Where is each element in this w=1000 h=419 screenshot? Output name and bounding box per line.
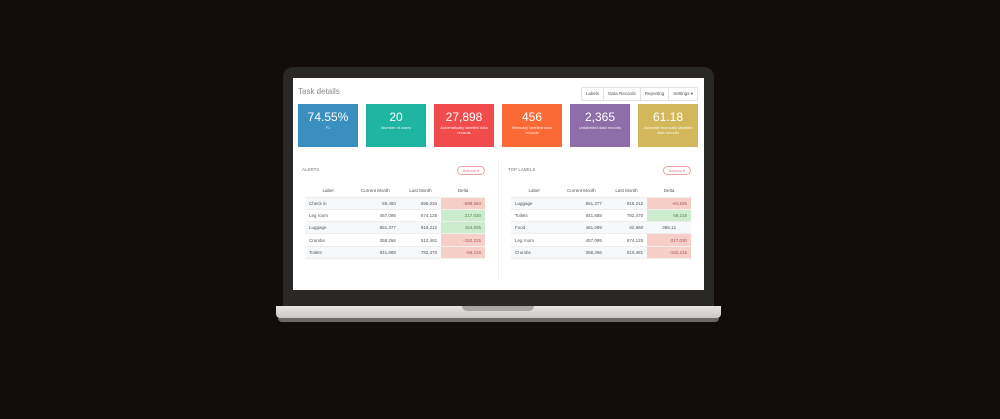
column-header[interactable]: Delta xyxy=(647,185,691,198)
stat-label: Accurate manually labelled data records xyxy=(644,125,692,135)
stat-label: F1 xyxy=(325,125,331,130)
stat-value: 74.55% xyxy=(307,110,349,124)
table-cell: -59,218 xyxy=(441,246,485,259)
alerts-panel: ALERTS Actions ▾ Label Current Month Last … xyxy=(295,160,491,259)
table-cell: 398,12 xyxy=(647,221,691,235)
table-row: Crumbs 358,266 510,481 -152,215 xyxy=(511,246,691,259)
column-header[interactable]: Last Month xyxy=(399,185,442,198)
column-header[interactable]: Label xyxy=(511,185,557,198)
table-cell: 510,481 xyxy=(399,233,442,247)
column-header[interactable]: Delta xyxy=(441,185,485,198)
table-cell: 59,450 xyxy=(350,197,400,210)
table-header: Label Current Month Last Month Delta xyxy=(511,185,691,198)
table-cell: Leg room xyxy=(305,209,351,223)
actions-button[interactable]: Actions ▾ xyxy=(456,166,485,175)
table-cell: 457,095 xyxy=(556,233,606,247)
actions-button[interactable]: Actions ▾ xyxy=(662,166,691,175)
table-cell: 916,212 xyxy=(605,197,648,210)
table-row: Luggage 851,377 916,212 164,835 xyxy=(305,221,485,235)
table-cell: Food xyxy=(511,221,557,235)
table-cell: 358,266 xyxy=(350,233,400,247)
table-cell: 658,034 xyxy=(399,197,442,210)
table-cell: 782,470 xyxy=(605,209,648,223)
table-row: Leg room 457,095 674,125 -217,030 xyxy=(511,233,691,247)
column-header[interactable]: Current Month xyxy=(556,185,606,198)
table-cell: 358,266 xyxy=(556,246,606,259)
table-cell: 457,095 xyxy=(350,209,400,223)
page-title: Task details xyxy=(298,87,340,96)
table-row: Toilets 841,688 782,470 -59,218 xyxy=(305,246,485,259)
table-cell: 841,688 xyxy=(350,246,400,259)
dashboard-screen: Task details Labels Data Records Reporti… xyxy=(293,78,704,290)
table-cell: Crumbs xyxy=(305,233,351,247)
table-cell: 510,481 xyxy=(605,246,648,259)
laptop-notch xyxy=(462,306,534,311)
table-cell: Luggage xyxy=(511,197,557,210)
divider xyxy=(498,160,499,280)
table-cell: 674,125 xyxy=(605,233,648,247)
stat-card: 456 Manually labelled data records xyxy=(502,104,562,147)
table-cell: Toilets xyxy=(511,209,557,223)
laptop-chin xyxy=(283,290,714,307)
stat-card: 74.55% F1 xyxy=(298,104,358,147)
laptop-base-shadow xyxy=(278,318,719,322)
stat-label: Unlabelled data records xyxy=(578,125,622,130)
panel-title: TOP LABELS xyxy=(508,167,536,172)
stat-card: 27,898 Automatically labelled data record… xyxy=(434,104,494,147)
table-cell: Luggage xyxy=(305,221,351,235)
table-cell: 916,212 xyxy=(399,221,442,235)
table-cell: Toilets xyxy=(305,246,351,259)
table-cell: Crumbs xyxy=(511,246,557,259)
table-cell: 164,835 xyxy=(441,221,485,235)
top-nav: Labels Data Records Reporting Settings ▾ xyxy=(580,87,698,101)
stat-value: 20 xyxy=(389,110,403,124)
table-cell: 841,688 xyxy=(556,209,606,223)
top-labels-panel: TOP LABELS Actions ▾ Label Current Month L… xyxy=(501,160,697,259)
column-header[interactable]: Last Month xyxy=(605,185,648,198)
stat-label: Manually labelled data records xyxy=(512,125,552,135)
table-cell: -152,215 xyxy=(441,233,485,247)
table-cell: -64,835 xyxy=(647,197,691,210)
data-table: Label Current Month Last Month Delta Check i… xyxy=(305,185,485,259)
table-cell: Check in xyxy=(305,197,351,210)
stat-card: 61.18 Accurate manually labelled data rec… xyxy=(638,104,698,147)
data-table: Label Current Month Last Month Delta Luggage… xyxy=(511,185,691,259)
table-cell: -598,584 xyxy=(441,197,485,210)
nav-reporting[interactable]: Reporting xyxy=(641,88,670,100)
stat-cards: 74.55% F1 20 Number of users 27,898 Automatic… xyxy=(298,104,698,147)
table-row: Check in 59,450 658,034 -598,584 xyxy=(305,197,485,210)
column-header[interactable]: Label xyxy=(305,185,351,198)
table-row: Luggage 851,377 916,212 -64,835 xyxy=(511,197,691,210)
table-row: Toilets 841,688 782,470 59,218 xyxy=(511,209,691,223)
table-cell: -217,030 xyxy=(647,233,691,247)
stat-value: 2,365 xyxy=(584,110,616,124)
table-cell: 851,377 xyxy=(350,221,400,235)
table-cell: 59,218 xyxy=(647,209,691,223)
table-cell: 782,470 xyxy=(399,246,442,259)
stat-value: 456 xyxy=(521,110,543,124)
stat-label: Number of users xyxy=(381,125,411,130)
column-header[interactable]: Current Month xyxy=(350,185,400,198)
table-header: Label Current Month Last Month Delta xyxy=(305,185,485,198)
nav-settings[interactable]: Settings ▾ xyxy=(673,91,693,96)
table-cell: 851,377 xyxy=(556,197,606,210)
stat-card: 2,365 Unlabelled data records xyxy=(570,104,630,147)
table-row: Crumbs 358,266 510,481 -152,215 xyxy=(305,233,485,247)
stat-card: 20 Number of users xyxy=(366,104,426,147)
laptop-base xyxy=(276,306,721,318)
stat-label: Automatically labelled data records xyxy=(440,125,488,135)
stat-value: 61.18 xyxy=(652,110,684,124)
nav-labels[interactable]: Labels xyxy=(582,88,605,100)
table-cell: Leg room xyxy=(511,233,557,247)
table-cell: 461,089 xyxy=(556,221,606,235)
nav-data-records[interactable]: Data Records xyxy=(604,88,641,100)
table-cell: 217,030 xyxy=(441,209,485,223)
table-row: Food 461,089 62,960 398,12 xyxy=(511,221,691,235)
stat-value: 27,898 xyxy=(445,110,483,124)
table-cell: 62,960 xyxy=(605,221,648,235)
table-row: Leg room 457,095 674,125 217,030 xyxy=(305,209,485,223)
table-cell: -152,215 xyxy=(647,246,691,259)
panel-title: ALERTS xyxy=(302,167,320,172)
table-cell: 674,125 xyxy=(399,209,442,223)
